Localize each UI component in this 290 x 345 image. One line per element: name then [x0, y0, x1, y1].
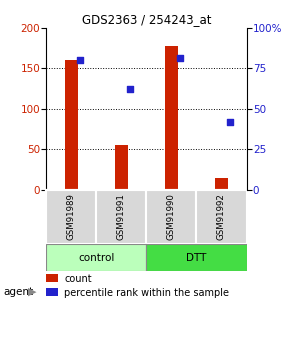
Text: GSM91991: GSM91991 [117, 194, 126, 240]
Bar [197, 190, 246, 244]
Text: control: control [78, 253, 115, 263]
Point [228, 119, 233, 125]
Point [128, 87, 133, 92]
Bar [46, 288, 58, 296]
Bar [165, 46, 178, 190]
Bar [215, 178, 228, 190]
Text: percentile rank within the sample: percentile rank within the sample [64, 288, 229, 298]
Bar [46, 244, 146, 271]
Text: GSM91992: GSM91992 [217, 194, 226, 240]
Point [78, 57, 83, 63]
Bar [115, 145, 128, 190]
Bar [46, 190, 96, 244]
Bar [46, 274, 58, 282]
Bar [146, 190, 197, 244]
Bar [96, 190, 146, 244]
Title: GDS2363 / 254243_at: GDS2363 / 254243_at [82, 13, 211, 27]
Text: DTT: DTT [186, 253, 207, 263]
Bar [146, 244, 246, 271]
Text: count: count [64, 274, 92, 284]
Point [178, 56, 183, 61]
Bar [65, 60, 78, 190]
Text: GSM91989: GSM91989 [67, 194, 76, 240]
Text: agent: agent [3, 287, 33, 296]
Text: GSM91990: GSM91990 [167, 194, 176, 240]
Text: ▶: ▶ [28, 287, 36, 296]
